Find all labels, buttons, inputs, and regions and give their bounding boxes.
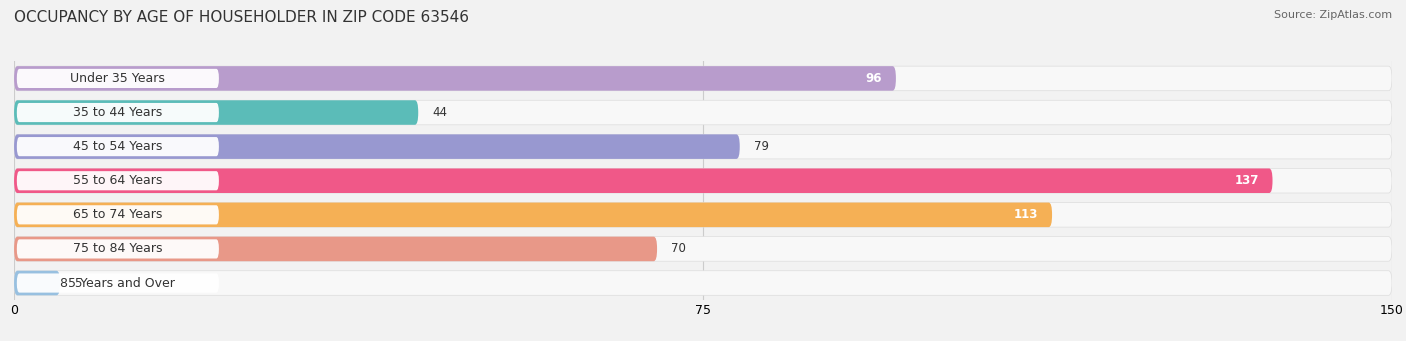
Text: 70: 70 [671,242,686,255]
Text: 96: 96 [866,72,882,85]
FancyBboxPatch shape [14,271,60,295]
FancyBboxPatch shape [14,66,896,91]
Text: Under 35 Years: Under 35 Years [70,72,166,85]
Text: 55 to 64 Years: 55 to 64 Years [73,174,163,187]
FancyBboxPatch shape [14,134,740,159]
FancyBboxPatch shape [17,69,219,88]
FancyBboxPatch shape [17,103,219,122]
FancyBboxPatch shape [14,271,1392,295]
Text: Source: ZipAtlas.com: Source: ZipAtlas.com [1274,10,1392,20]
FancyBboxPatch shape [17,171,219,190]
FancyBboxPatch shape [14,100,1392,125]
FancyBboxPatch shape [14,203,1052,227]
Text: 65 to 74 Years: 65 to 74 Years [73,208,163,221]
FancyBboxPatch shape [17,239,219,258]
FancyBboxPatch shape [14,237,657,261]
Text: 5: 5 [73,277,82,290]
FancyBboxPatch shape [17,137,219,156]
Text: 137: 137 [1234,174,1258,187]
Text: 85 Years and Over: 85 Years and Over [60,277,176,290]
Text: 75 to 84 Years: 75 to 84 Years [73,242,163,255]
FancyBboxPatch shape [17,273,219,293]
FancyBboxPatch shape [14,168,1392,193]
FancyBboxPatch shape [14,134,1392,159]
Text: 113: 113 [1014,208,1038,221]
Text: OCCUPANCY BY AGE OF HOUSEHOLDER IN ZIP CODE 63546: OCCUPANCY BY AGE OF HOUSEHOLDER IN ZIP C… [14,10,470,25]
Text: 44: 44 [432,106,447,119]
Text: 79: 79 [754,140,769,153]
Text: 35 to 44 Years: 35 to 44 Years [73,106,163,119]
Text: 45 to 54 Years: 45 to 54 Years [73,140,163,153]
FancyBboxPatch shape [17,205,219,224]
FancyBboxPatch shape [14,100,418,125]
FancyBboxPatch shape [14,168,1272,193]
FancyBboxPatch shape [14,203,1392,227]
FancyBboxPatch shape [14,66,1392,91]
FancyBboxPatch shape [14,237,1392,261]
